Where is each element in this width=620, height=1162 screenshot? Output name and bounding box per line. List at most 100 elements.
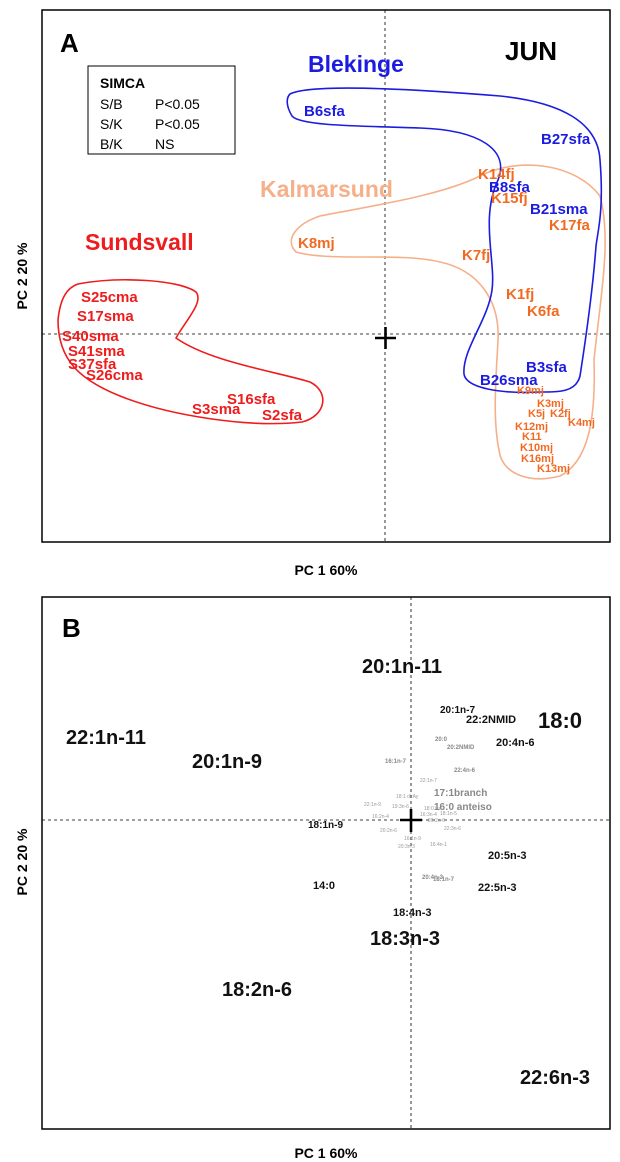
simca-legend-pair: B/K	[100, 136, 123, 152]
variable-label-16-0-anteiso: 16:0 anteiso	[434, 802, 492, 813]
point-label-s2sfa: S2sfa	[262, 407, 303, 424]
variable-label-22-5n-3: 22:5n-3	[478, 882, 517, 894]
point-label-s37sfa: S37sfa	[68, 356, 117, 373]
panel-b-variable-labels: 20:1n-11 20:1n-722:2NMID 18:0 22:1n-11 20:0 2…	[66, 656, 590, 1089]
variable-label-17-1branch: 17:1branch	[434, 788, 487, 799]
point-label-s3sma: S3sma	[192, 401, 241, 418]
simca-legend-box	[87, 65, 236, 155]
hull-kalmarsund	[290, 164, 606, 480]
simca-legend-result: P<0.05	[155, 116, 200, 132]
point-label-s40sma: S40sma	[62, 328, 119, 345]
cluster-mark: 22:1n-7	[420, 778, 437, 784]
variable-label-20-1n-11: 20:1n-11	[362, 656, 442, 678]
panel-b-origin-cross	[400, 809, 422, 832]
point-label-b21sma: B21sma	[530, 201, 588, 218]
point-label-s41sma: S41sma	[68, 343, 125, 360]
cluster-mark: 16:1n-9	[404, 836, 421, 842]
panel-a-frame	[41, 9, 611, 543]
panel-b-dense-cluster: 22:1n-7 18:1 dirAy 22:1n-9 19:3n-6 18:0 …	[364, 778, 461, 850]
simca-legend-result: NS	[155, 136, 174, 152]
point-label-k4mj: K4mj	[568, 417, 595, 429]
variable-label-14-0: 14:0	[313, 880, 335, 892]
point-label-k15fj: K15fj	[491, 190, 528, 207]
cluster-mark: 22:1n-9	[364, 802, 381, 808]
point-label-k9mj: K9mj	[517, 385, 544, 397]
panel-a-letter: A	[60, 28, 79, 58]
point-label-k5j: K5j	[528, 408, 545, 420]
variable-label-18-1n-7: 18:1n-7	[433, 877, 455, 883]
variable-label-18-1n-9: 18:1n-9	[308, 820, 343, 831]
point-label-k16mj: K16mj	[521, 453, 554, 465]
point-label-k12mj: K12mj	[515, 421, 548, 433]
cluster-mark: 20:2n-6	[380, 828, 397, 834]
variable-label-20-1n-9: 20:1n-9	[192, 751, 262, 773]
hull-sundsvall	[57, 279, 324, 425]
group-label-blekinge: Blekinge	[308, 51, 404, 77]
panel-b: 22:1n-7 18:1 dirAy 22:1n-9 19:3n-6 18:0 …	[14, 596, 611, 1161]
cluster-mark: 18:1n-5	[440, 811, 457, 817]
point-label-k2fj: K2fj	[550, 408, 571, 420]
point-label-s16sfa: S16sfa	[227, 391, 276, 408]
variable-label-20-4n-3: 20:4n-3	[422, 875, 444, 881]
panel-b-frame	[41, 596, 611, 1130]
variable-label-20-2nmid: 20:2NMID	[447, 745, 475, 751]
point-label-k6fa: K6fa	[527, 303, 560, 320]
panel-b-letter: B	[62, 613, 81, 643]
variable-label-20-4n-6: 20:4n-6	[496, 737, 535, 749]
cluster-mark: 20:2n-6	[428, 818, 445, 824]
point-label-k13mj: K13mj	[537, 463, 570, 475]
variable-label-16-1n-7: 16:1n-7	[385, 759, 407, 765]
simca-legend-result: P<0.05	[155, 96, 200, 112]
panel-a-origin-cross	[375, 327, 396, 349]
cluster-mark: 16:4n-1	[430, 842, 447, 848]
cluster-mark: 18:1 dirAy	[396, 794, 419, 800]
group-label-kalmarsund: Kalmarsund	[260, 176, 393, 202]
panel-b-x-axis-label: PC 1 60%	[294, 1145, 358, 1161]
point-label-k17fa: K17fa	[549, 217, 591, 234]
point-label-k8mj: K8mj	[298, 235, 335, 252]
point-label-k7fj: K7fj	[462, 247, 490, 264]
variable-label-18-3n-3: 18:3n-3	[370, 928, 440, 950]
variable-label-22-4n-6: 22:4n-6	[454, 768, 476, 774]
panel-b-y-axis-label: PC 2 20 %	[14, 828, 30, 895]
point-label-s25cma: S25cma	[81, 289, 138, 306]
simca-legend-pair: S/B	[100, 96, 123, 112]
variable-label-20-0: 20:0	[435, 737, 448, 743]
panel-a-y-axis-label: PC 2 20 %	[14, 242, 30, 309]
variable-label-22-1n-11: 22:1n-11	[66, 727, 146, 749]
cluster-mark: 20:3n-3	[398, 844, 415, 850]
cluster-mark: 16:2n-4	[372, 814, 389, 820]
point-label-b8sfa: B8sfa	[489, 179, 531, 196]
variable-label-22-2nmid: 22:2NMID	[466, 714, 516, 726]
variable-label-22-6n-3: 22:6n-3	[520, 1067, 590, 1089]
variable-label-18-0: 18:0	[538, 708, 582, 733]
cluster-mark: 18:0 iso	[424, 806, 442, 812]
cluster-mark: 22:3n-6	[444, 826, 461, 832]
panel-a: SIMCA S/B P<0.05 S/K P<0.05 B/K NS A JUN…	[14, 9, 611, 578]
simca-legend: SIMCA S/B P<0.05 S/K P<0.05 B/K NS	[87, 65, 236, 155]
cluster-mark: 19:3n-6	[392, 804, 409, 810]
point-label-s26cma: S26cma	[86, 367, 143, 384]
point-label-b26sma: B26sma	[480, 372, 538, 389]
point-label-k3mj: K3mj	[537, 398, 564, 410]
cluster-mark: 16:3n-4	[420, 812, 437, 818]
point-label-s17sma: S17sma	[77, 308, 134, 325]
variable-label-18-2n-6: 18:2n-6	[222, 979, 292, 1001]
hull-blekinge	[286, 87, 603, 394]
point-label-k1fj: K1fj	[506, 286, 534, 303]
simca-legend-title: SIMCA	[100, 75, 145, 91]
panel-a-month-label: JUN	[505, 36, 557, 66]
variable-label-18-4n-3: 18:4n-3	[393, 907, 432, 919]
point-label-b3sfa: B3sfa	[526, 359, 568, 376]
point-label-k11: K11	[522, 431, 542, 443]
panel-a-x-axis-label: PC 1 60%	[294, 562, 358, 578]
point-label-k10mj: K10mj	[520, 442, 553, 454]
variable-label-20-5n-3: 20:5n-3	[488, 850, 527, 862]
group-label-sundsvall: Sundsvall	[85, 229, 194, 255]
point-label-b6sfa: B6sfa	[304, 103, 346, 120]
point-label-b27sfa: B27sfa	[541, 131, 591, 148]
simca-legend-pair: S/K	[100, 116, 123, 132]
point-label-k14fj: K14fj	[478, 166, 515, 183]
